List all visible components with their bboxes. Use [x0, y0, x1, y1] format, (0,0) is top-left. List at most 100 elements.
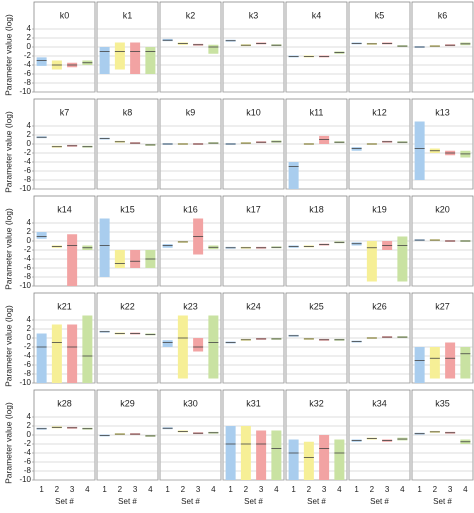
y-tick-label: -6 — [24, 69, 32, 78]
bar — [397, 236, 408, 282]
x-tick-label: 4 — [463, 485, 468, 494]
bar — [208, 315, 219, 379]
y-tick-label: -2 — [24, 342, 32, 351]
bar — [99, 47, 110, 74]
y-tick-label: -4 — [24, 254, 32, 263]
x-tick-label: 3 — [322, 485, 327, 494]
x-tick-label: 1 — [228, 485, 233, 494]
y-axis-label: Parameter value (log) — [3, 111, 13, 193]
panel-title: k5 — [375, 10, 385, 20]
panel-title: k12 — [372, 107, 387, 117]
bar — [162, 340, 173, 347]
x-tick-label: 1 — [39, 485, 44, 494]
panel-title: k7 — [60, 107, 70, 117]
y-tick-label: 4 — [27, 315, 32, 324]
x-tick-label: 4 — [211, 485, 216, 494]
bar — [36, 333, 47, 383]
panel-title: k35 — [435, 398, 450, 408]
x-tick-label: 3 — [259, 485, 264, 494]
y-tick-label: -6 — [24, 166, 32, 175]
y-tick-label: 4 — [27, 218, 32, 227]
panel-title: k31 — [246, 398, 261, 408]
bar — [193, 338, 204, 352]
y-tick-label: 2 — [27, 130, 32, 139]
panel-title: k24 — [246, 301, 261, 311]
bar — [240, 426, 251, 480]
panel-title: k19 — [372, 204, 387, 214]
x-tick-label: 2 — [181, 485, 186, 494]
x-axis-label: Set # — [244, 497, 263, 506]
x-tick-label: 3 — [385, 485, 390, 494]
x-tick-label: 4 — [274, 485, 279, 494]
x-tick-label: 4 — [85, 485, 90, 494]
panel-title: k11 — [310, 107, 324, 117]
bar — [460, 347, 471, 379]
y-tick-label: -6 — [24, 263, 32, 272]
y-tick-label: 2 — [27, 33, 32, 42]
bar — [414, 121, 425, 180]
x-axis-label: Set # — [370, 497, 389, 506]
x-tick-label: 1 — [291, 485, 296, 494]
bar — [319, 435, 330, 480]
y-tick-label: 4 — [27, 121, 32, 130]
y-tick-label: -4 — [24, 60, 32, 69]
panel-title: k1 — [123, 10, 133, 20]
panel-title: k9 — [186, 107, 196, 117]
panel-title: k30 — [183, 398, 198, 408]
panel-title: k15 — [120, 204, 135, 214]
y-axis-label: Parameter value (log) — [3, 14, 13, 96]
y-tick-label: -8 — [24, 272, 32, 281]
bar — [51, 324, 62, 383]
bar — [256, 430, 267, 480]
bar — [67, 234, 78, 286]
y-tick-label: -10 — [19, 378, 31, 387]
y-tick-label: -10 — [19, 184, 31, 193]
x-tick-label: 2 — [244, 485, 249, 494]
y-tick-label: -10 — [19, 475, 31, 484]
y-tick-label: 0 — [27, 236, 32, 245]
bar — [145, 47, 156, 74]
y-tick-label: -4 — [24, 448, 32, 457]
panel-title: k13 — [435, 107, 450, 117]
bar — [225, 426, 236, 480]
y-tick-label: -8 — [24, 466, 32, 475]
bar — [334, 439, 345, 480]
x-tick-label: 3 — [448, 485, 453, 494]
y-axis-label: Parameter value (log) — [3, 402, 13, 484]
x-tick-label: 4 — [337, 485, 342, 494]
y-axis-label: Parameter value (log) — [3, 305, 13, 387]
y-tick-label: 0 — [27, 139, 32, 148]
x-axis-label: Set # — [55, 497, 74, 506]
bar — [319, 135, 330, 144]
panel-title: k2 — [186, 10, 196, 20]
x-tick-label: 4 — [148, 485, 153, 494]
bar — [208, 44, 219, 54]
x-axis-label: Set # — [433, 497, 452, 506]
y-tick-label: 2 — [27, 421, 32, 430]
panel-title: k6 — [438, 10, 448, 20]
bar — [162, 244, 173, 248]
x-tick-label: 3 — [196, 485, 201, 494]
panel-title: k25 — [309, 301, 324, 311]
bar — [445, 342, 456, 379]
y-tick-label: -6 — [24, 360, 32, 369]
bar — [36, 232, 47, 239]
y-tick-label: -6 — [24, 457, 32, 466]
panel-title: k17 — [246, 204, 261, 214]
y-tick-label: 0 — [27, 430, 32, 439]
bar — [414, 347, 425, 383]
y-axis-label: Parameter value (log) — [3, 208, 13, 290]
bar — [303, 441, 314, 480]
y-tick-label: 2 — [27, 227, 32, 236]
bar — [67, 324, 78, 383]
bar — [429, 347, 440, 379]
bar — [271, 430, 282, 480]
x-tick-label: 3 — [133, 485, 138, 494]
y-tick-label: 4 — [27, 412, 32, 421]
panel-title: k8 — [123, 107, 133, 117]
panel-title: k14 — [57, 204, 72, 214]
x-tick-label: 1 — [417, 485, 422, 494]
y-tick-label: -2 — [24, 51, 32, 60]
panel-title: k21 — [57, 301, 72, 311]
panel-title: k23 — [183, 301, 198, 311]
